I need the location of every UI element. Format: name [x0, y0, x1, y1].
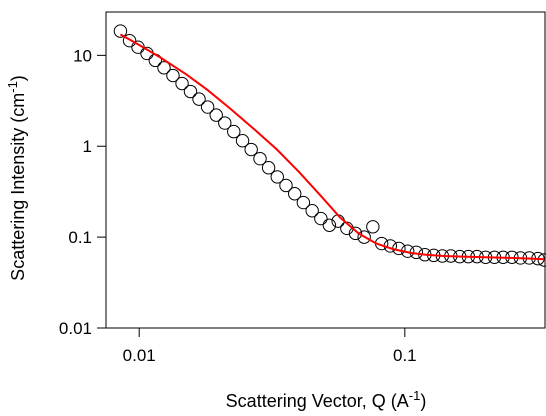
data-point — [122, 33, 137, 48]
data-point — [348, 226, 363, 241]
data-point — [227, 124, 241, 139]
y-tick-label: 0.01 — [59, 319, 92, 338]
data-point — [296, 195, 311, 210]
y-axis-title: Scattering Intensity (cm-1) — [5, 75, 29, 281]
data-point — [166, 68, 180, 83]
data-markers — [113, 24, 546, 267]
data-point — [305, 204, 319, 218]
plot-border — [105, 11, 546, 329]
data-point — [218, 116, 232, 130]
data-point — [270, 170, 284, 184]
data-point — [209, 108, 223, 122]
data-point — [314, 211, 328, 226]
data-point — [200, 100, 215, 114]
y-tick-label: 0.1 — [68, 228, 92, 247]
y-axis-ticks: 0.01 0.1 1 10 — [59, 46, 106, 338]
data-point — [113, 24, 128, 38]
fit-line — [119, 33, 545, 261]
x-tick-label: 0.1 — [393, 346, 417, 365]
x-axis-title: Scattering Vector, Q (A-1) — [226, 388, 427, 412]
data-point — [322, 218, 337, 232]
data-point — [183, 84, 198, 99]
y-tick-label: 1 — [83, 137, 92, 156]
data-point — [366, 220, 380, 234]
data-point — [253, 151, 267, 166]
data-point — [192, 92, 206, 106]
data-point — [279, 178, 293, 193]
data-point — [288, 187, 302, 201]
data-point — [157, 61, 171, 75]
x-tick-label: 0.01 — [123, 346, 156, 365]
data-point — [244, 142, 258, 157]
fit-line-group — [119, 33, 545, 261]
data-point — [175, 76, 189, 91]
y-tick-label: 10 — [73, 46, 92, 65]
plot-frame — [105, 11, 546, 329]
data-point — [537, 253, 546, 267]
x-axis-ticks: 0.01 0.1 — [123, 328, 417, 365]
data-point — [357, 230, 371, 244]
data-point — [235, 134, 250, 148]
data-point — [261, 161, 276, 175]
